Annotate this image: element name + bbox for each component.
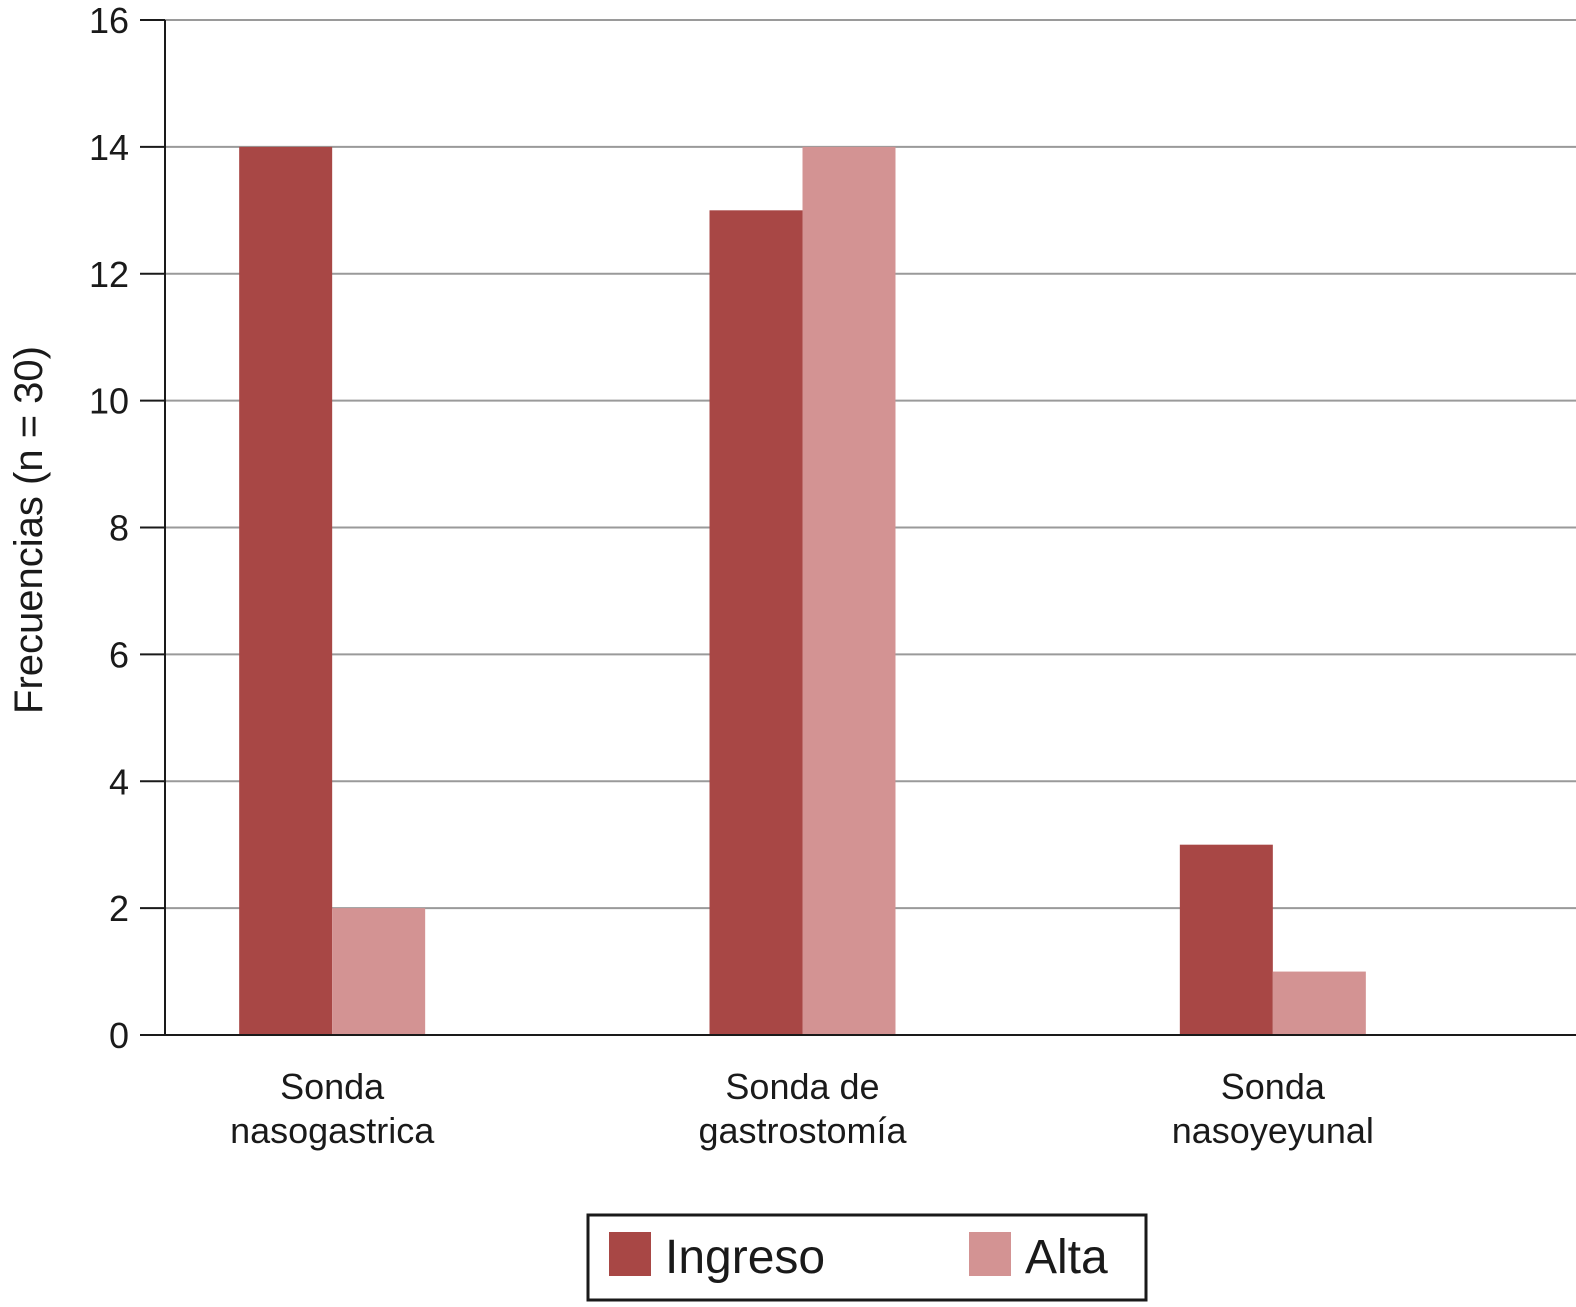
x-tick-label: Sonda de gastrostomía — [698, 1066, 907, 1151]
x-tick-label: Sonda nasoyeyunal — [1172, 1066, 1374, 1151]
bar — [1179, 844, 1273, 1035]
y-tick-label: 4 — [109, 761, 129, 802]
legend-label: Alta — [1025, 1231, 1108, 1284]
x-tick-label-line: Sonda — [280, 1066, 385, 1107]
y-tick-label: 10 — [89, 381, 129, 422]
x-tick-label-line: nasogastrica — [230, 1110, 435, 1151]
bar — [1272, 971, 1366, 1035]
x-tick-label-line: gastrostomía — [698, 1110, 907, 1151]
y-tick-label: 2 — [109, 888, 129, 929]
x-tick-label-line: Sonda de — [725, 1066, 879, 1107]
x-tick-label: Sonda nasogastrica — [230, 1066, 435, 1151]
bar — [802, 146, 896, 1035]
y-tick-label: 0 — [109, 1015, 129, 1056]
y-tick-label: 16 — [89, 0, 129, 41]
bar — [239, 146, 333, 1035]
bar — [332, 908, 426, 1035]
y-tick-label: 6 — [109, 634, 129, 675]
legend-swatch — [969, 1232, 1011, 1276]
legend-box — [586, 1213, 1148, 1302]
legend-label: Ingreso — [665, 1231, 825, 1284]
bar — [709, 210, 803, 1035]
y-axis-label: Frecuencias (n = 30) — [7, 346, 51, 714]
x-tick-label-line: Sonda — [1221, 1066, 1326, 1107]
y-tick-label: 12 — [89, 254, 129, 295]
x-tick-label-line: nasoyeyunal — [1172, 1110, 1374, 1151]
y-tick-label: 8 — [109, 508, 129, 549]
legend-swatch — [609, 1232, 651, 1276]
y-tick-label: 14 — [89, 127, 129, 168]
